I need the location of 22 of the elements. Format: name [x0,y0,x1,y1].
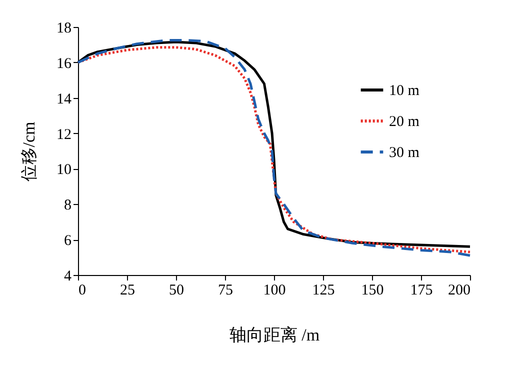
y-tick-label: 16 [56,56,72,72]
y-tick-label: 6 [64,233,72,250]
x-tick-label: 100 [263,282,286,298]
x-tick-label: 125 [312,282,335,298]
y-tick-label: 18 [56,20,72,36]
y-tick-label: 14 [56,91,72,108]
x-tick-label: 50 [169,282,184,298]
y-tick-label: 4 [64,268,72,284]
legend-label: 30 m [389,145,420,161]
x-tick-label: 175 [410,282,433,298]
x-axis-title: 轴向距离 /m [229,326,320,344]
x-tick-label: 75 [218,282,233,298]
legend-label: 20 m [389,114,420,130]
x-tick-label: 0 [78,282,86,298]
x-tick-label: 25 [120,282,135,298]
y-tick-label: 10 [56,162,72,178]
x-tick-label: 150 [361,282,384,298]
y-tick-label: 8 [64,198,72,214]
x-tick-label: 200 [448,282,470,298]
legend-label: 10 m [389,83,420,99]
y-axis-title: 位移/cm [20,122,38,182]
y-tick-label: 12 [56,126,72,143]
